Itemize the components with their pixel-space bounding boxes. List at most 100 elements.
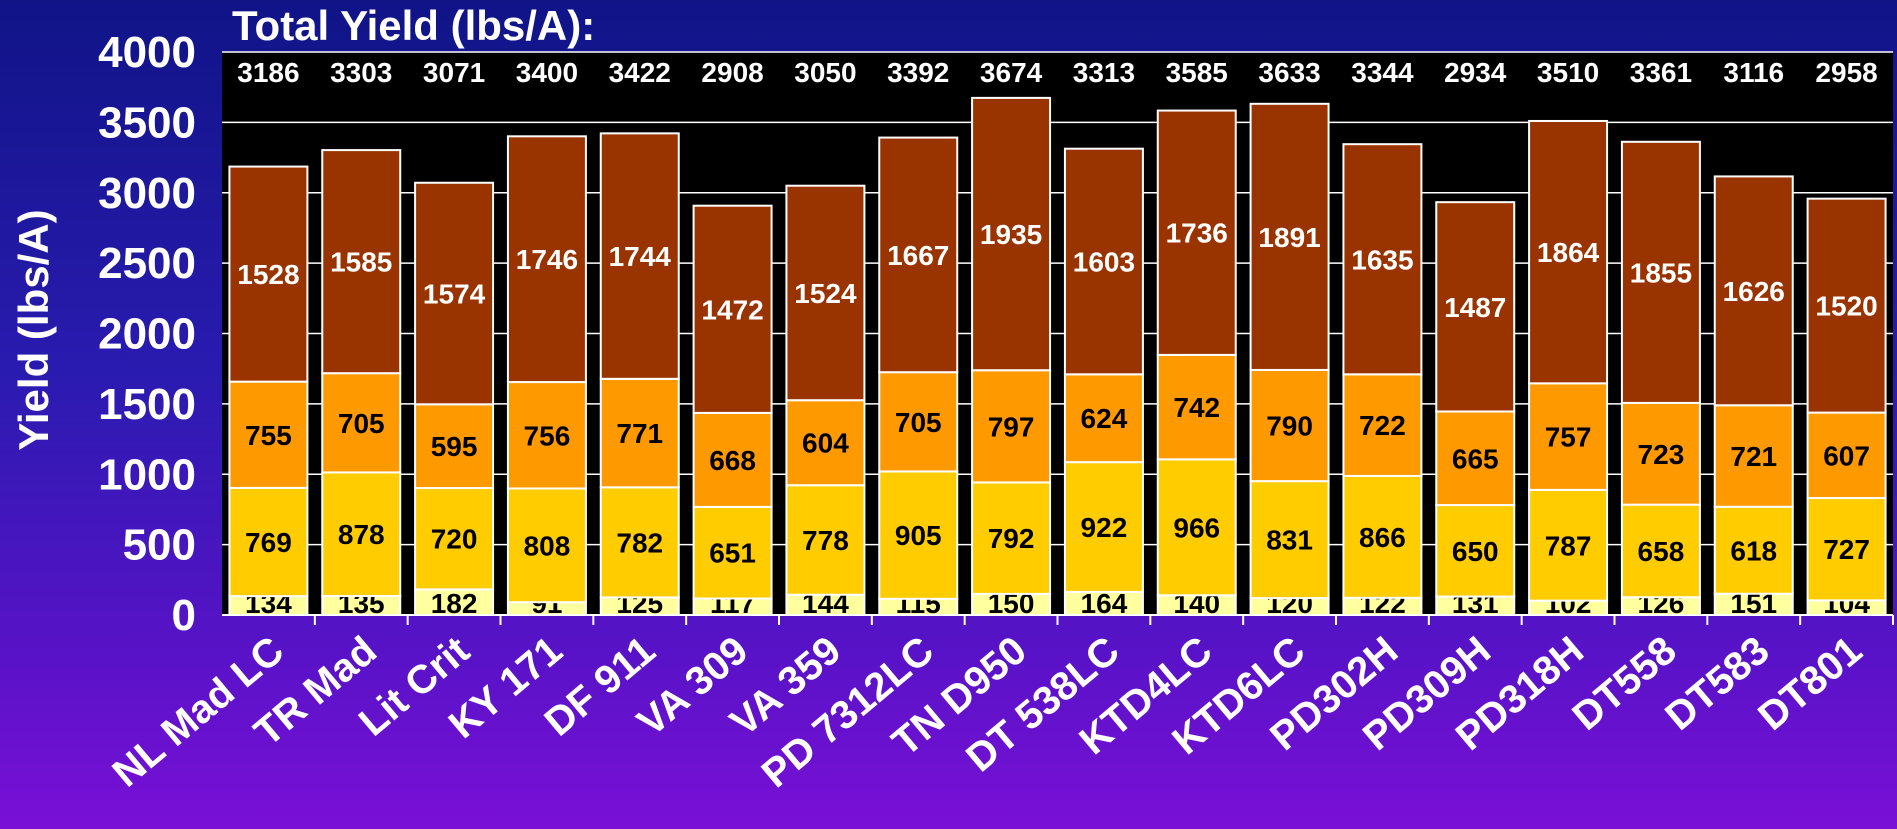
bar-segment xyxy=(228,165,309,383)
bar-segment xyxy=(1249,368,1330,483)
bar-segment xyxy=(506,135,587,384)
total-label: 3071 xyxy=(423,57,485,88)
data-label: 771 xyxy=(616,418,663,449)
data-label: 787 xyxy=(1545,530,1592,561)
data-label: 757 xyxy=(1545,422,1592,453)
bar-segment xyxy=(971,369,1052,484)
data-label: 720 xyxy=(431,524,478,555)
data-label: 1667 xyxy=(887,240,949,271)
bar-segment xyxy=(1435,504,1516,598)
data-label: 966 xyxy=(1173,512,1220,543)
bar-segment xyxy=(599,486,680,599)
bar-segment xyxy=(1156,353,1237,461)
bar-segment xyxy=(1156,458,1237,597)
bar-segment xyxy=(1342,373,1423,477)
bar-segment xyxy=(321,149,402,375)
data-label: 651 xyxy=(709,538,756,569)
total-label: 3510 xyxy=(1537,57,1599,88)
y-axis-label: Yield (lbs/A) xyxy=(10,209,57,450)
total-label: 3186 xyxy=(237,57,299,88)
bar-segment xyxy=(1528,119,1609,385)
data-label: 182 xyxy=(431,588,478,619)
data-label: 1585 xyxy=(330,247,392,278)
bar-segment xyxy=(414,181,495,406)
data-label: 668 xyxy=(709,445,756,476)
data-label: 1891 xyxy=(1258,222,1320,253)
data-label: 866 xyxy=(1359,522,1406,553)
x-tick-label: DT583 xyxy=(1657,628,1777,739)
data-label: 705 xyxy=(338,408,385,439)
bar-segment xyxy=(878,470,959,600)
data-label: 778 xyxy=(802,525,849,556)
bar-segment xyxy=(599,132,680,380)
y-tick-label: 3500 xyxy=(98,98,196,147)
data-label: 1864 xyxy=(1537,237,1600,268)
bar-segment xyxy=(692,204,773,414)
total-label: 2908 xyxy=(701,57,763,88)
y-tick-label: 3000 xyxy=(98,169,196,218)
total-label: 3400 xyxy=(516,57,578,88)
bar-segment xyxy=(228,380,309,489)
total-label: 3633 xyxy=(1258,57,1320,88)
y-tick-label: 500 xyxy=(123,521,196,570)
total-label: 3344 xyxy=(1351,57,1414,88)
bar-segment xyxy=(506,381,587,490)
plot-area: 0500100015002000250030003500400013476975… xyxy=(98,28,1894,796)
bar-segment xyxy=(971,481,1052,595)
data-label: 1603 xyxy=(1073,247,1135,278)
data-label: 164 xyxy=(1081,588,1128,619)
bar-segment xyxy=(1713,404,1794,508)
data-label: 755 xyxy=(245,420,292,451)
total-label: 3422 xyxy=(609,57,671,88)
data-label: 624 xyxy=(1081,403,1128,434)
data-label: 878 xyxy=(338,519,385,550)
data-label: 797 xyxy=(988,411,1035,442)
y-tick-label: 0 xyxy=(172,591,196,640)
total-label: 3674 xyxy=(980,57,1043,88)
total-label: 2934 xyxy=(1444,57,1507,88)
bar-segment xyxy=(878,136,959,374)
data-label: 607 xyxy=(1823,440,1870,471)
bar-segment xyxy=(1528,382,1609,491)
data-label: 1744 xyxy=(609,241,672,272)
data-label: 1574 xyxy=(423,279,486,310)
data-label: 618 xyxy=(1730,535,1777,566)
data-label: 922 xyxy=(1081,512,1128,543)
data-label: 1626 xyxy=(1723,276,1785,307)
bar-segment xyxy=(1063,147,1144,376)
data-label: 769 xyxy=(245,527,292,558)
total-label: 3585 xyxy=(1166,57,1228,88)
bar-segment xyxy=(692,411,773,508)
total-label: 2958 xyxy=(1815,57,1877,88)
data-label: 808 xyxy=(524,530,571,561)
data-label: 831 xyxy=(1266,525,1313,556)
total-label: 3313 xyxy=(1073,57,1135,88)
data-label: 756 xyxy=(524,420,571,451)
data-label: 1935 xyxy=(980,219,1042,250)
bar-segment xyxy=(1528,488,1609,602)
bar-segment xyxy=(321,372,402,474)
bar-segment xyxy=(1063,461,1144,593)
data-label: 1746 xyxy=(516,244,578,275)
bar-segment xyxy=(971,96,1052,372)
data-label: 705 xyxy=(895,407,942,438)
data-label: 595 xyxy=(431,431,478,462)
data-label: 1528 xyxy=(237,259,299,290)
bar-segment xyxy=(1806,197,1887,414)
total-label: 3392 xyxy=(887,57,949,88)
bar-segment xyxy=(1620,140,1701,404)
y-tick-label: 1000 xyxy=(98,450,196,499)
bar-segment xyxy=(1249,480,1330,600)
data-label: 1472 xyxy=(701,294,763,325)
bar-segment xyxy=(228,486,309,598)
data-label: 604 xyxy=(802,428,849,459)
y-tick-label: 2000 xyxy=(98,310,196,359)
data-label: 722 xyxy=(1359,410,1406,441)
bar-segment xyxy=(1342,143,1423,376)
data-label: 1524 xyxy=(794,278,857,309)
bar-segment xyxy=(1156,109,1237,356)
y-tick-label: 4000 xyxy=(98,28,196,77)
data-label: 1855 xyxy=(1630,257,1692,288)
total-label: 3116 xyxy=(1723,57,1784,88)
